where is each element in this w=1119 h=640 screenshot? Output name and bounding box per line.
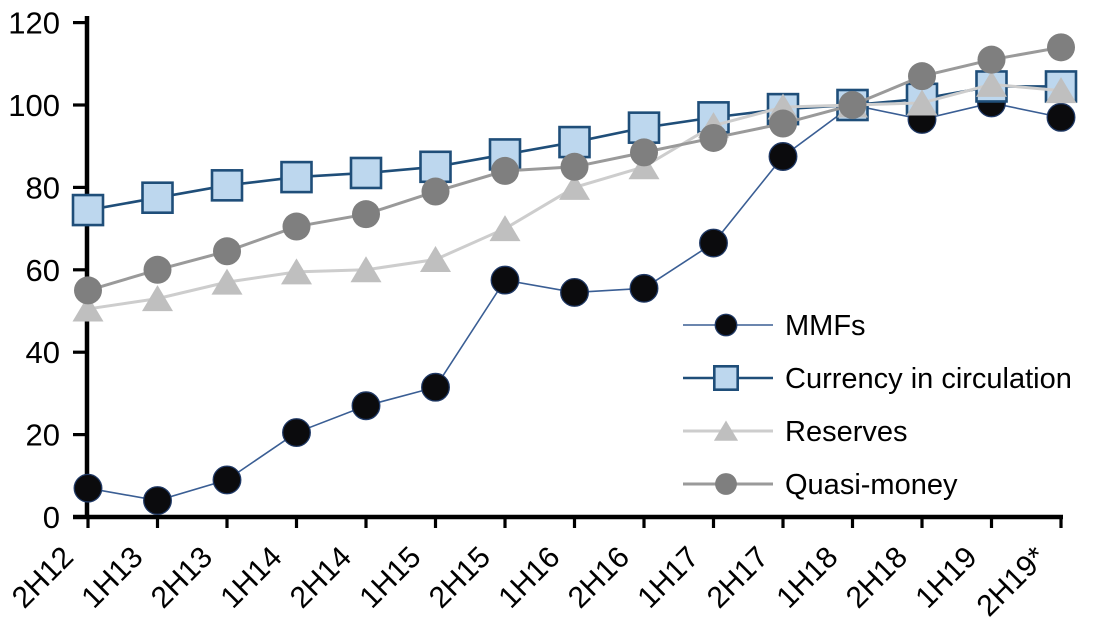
legend-label: MMFs [785,310,866,342]
x-tick-label: 1H16 [492,541,566,615]
marker-circle [629,273,659,303]
legend: MMFs Currency in circulation Reserves Quasi… [683,310,1072,501]
legend-item-quasi-money: Quasi-money [683,469,958,501]
marker-circle [908,62,936,91]
marker-square [210,169,244,202]
x-tick-label: 1H15 [353,541,427,615]
x-tick-label: 2H18 [840,541,914,615]
legend-item-reserves: Reserves [683,416,908,448]
series-mmfs [73,88,1076,515]
marker-circle [838,91,867,119]
series-currency-in-circulation [71,70,1078,227]
marker-circle [769,109,797,138]
marker-triangle [559,173,590,200]
marker-circle [421,372,450,402]
x-tick-label: 2H13 [145,541,219,615]
marker-triangle [142,285,173,312]
y-tick-label: 80 [26,170,60,205]
marker-triangle [350,256,382,283]
x-tick-label: 1H14 [214,541,288,615]
y-tick-label: 100 [8,88,60,123]
y-tick-label: 40 [26,335,60,370]
marker-triangle [72,295,104,322]
marker-circle [699,228,728,258]
x-tick-label: 1H19 [909,541,983,615]
marker-circle [1047,33,1075,62]
x-tick-label: 2H12 [6,541,80,615]
legend-item-mmfs: MMFs [683,310,866,342]
marker-square [712,364,739,391]
marker-circle [282,212,311,241]
x-tick-label: 2H17 [701,541,775,615]
x-tick-label: 2H15 [423,541,497,615]
marker-triangle [1045,77,1077,104]
marker-circle [1046,102,1076,132]
legend-label: Quasi-money [785,469,958,501]
x-tick-label: 1H17 [631,541,705,615]
legend-item-currency-in-circulation: Currency in circulation [683,363,1072,395]
x-tick-label: 2H16 [562,541,636,615]
marker-square [627,111,661,144]
series-quasi-money [74,33,1075,305]
y-tick-label: 120 [8,6,60,41]
marker-circle [352,200,380,229]
marker-triangle [906,89,938,116]
marker-circle [491,156,519,185]
marker-square [558,125,591,159]
marker-circle [351,391,381,421]
marker-circle [421,177,450,206]
marker-circle [714,313,738,337]
marker-circle [143,255,172,284]
marker-circle [282,418,311,447]
marker-triangle [211,268,243,295]
x-tick-label: 2H14 [284,541,358,615]
marker-circle [213,237,241,266]
marker-circle [630,138,658,167]
marker-circle [143,486,172,515]
marker-circle [560,278,589,307]
marker-triangle [281,258,312,285]
marker-triangle [976,70,1007,97]
x-tick-label: 1H13 [75,541,149,615]
x-axis: 2H121H132H131H142H141H152H151H162H161H17… [6,517,1063,623]
y-axis: 0 20 40 60 80 100 120 [8,6,87,535]
legend-label: Reserves [785,416,908,448]
marker-triangle [713,420,739,441]
marker-circle [768,142,798,171]
marker-circle [73,473,103,503]
marker-circle [699,123,728,152]
x-tick-label: 1H18 [770,541,844,615]
marker-circle [212,465,242,495]
x-tick-label: 2H19* [971,540,1054,623]
y-tick-label: 60 [26,253,60,288]
marker-circle [560,152,589,181]
marker-square [349,156,383,190]
marker-triangle [489,215,521,242]
marker-circle [490,265,520,295]
marker-triangle [420,246,451,272]
marker-circle [715,473,737,495]
marker-square [141,181,174,214]
y-tick-label: 20 [26,418,60,453]
marker-square [71,193,105,227]
marker-square [419,150,452,184]
marker-circle [977,45,1006,74]
marker-square [280,160,313,194]
y-tick-label: 0 [43,500,60,535]
legend-label: Currency in circulation [785,363,1072,395]
marker-circle [74,276,102,305]
